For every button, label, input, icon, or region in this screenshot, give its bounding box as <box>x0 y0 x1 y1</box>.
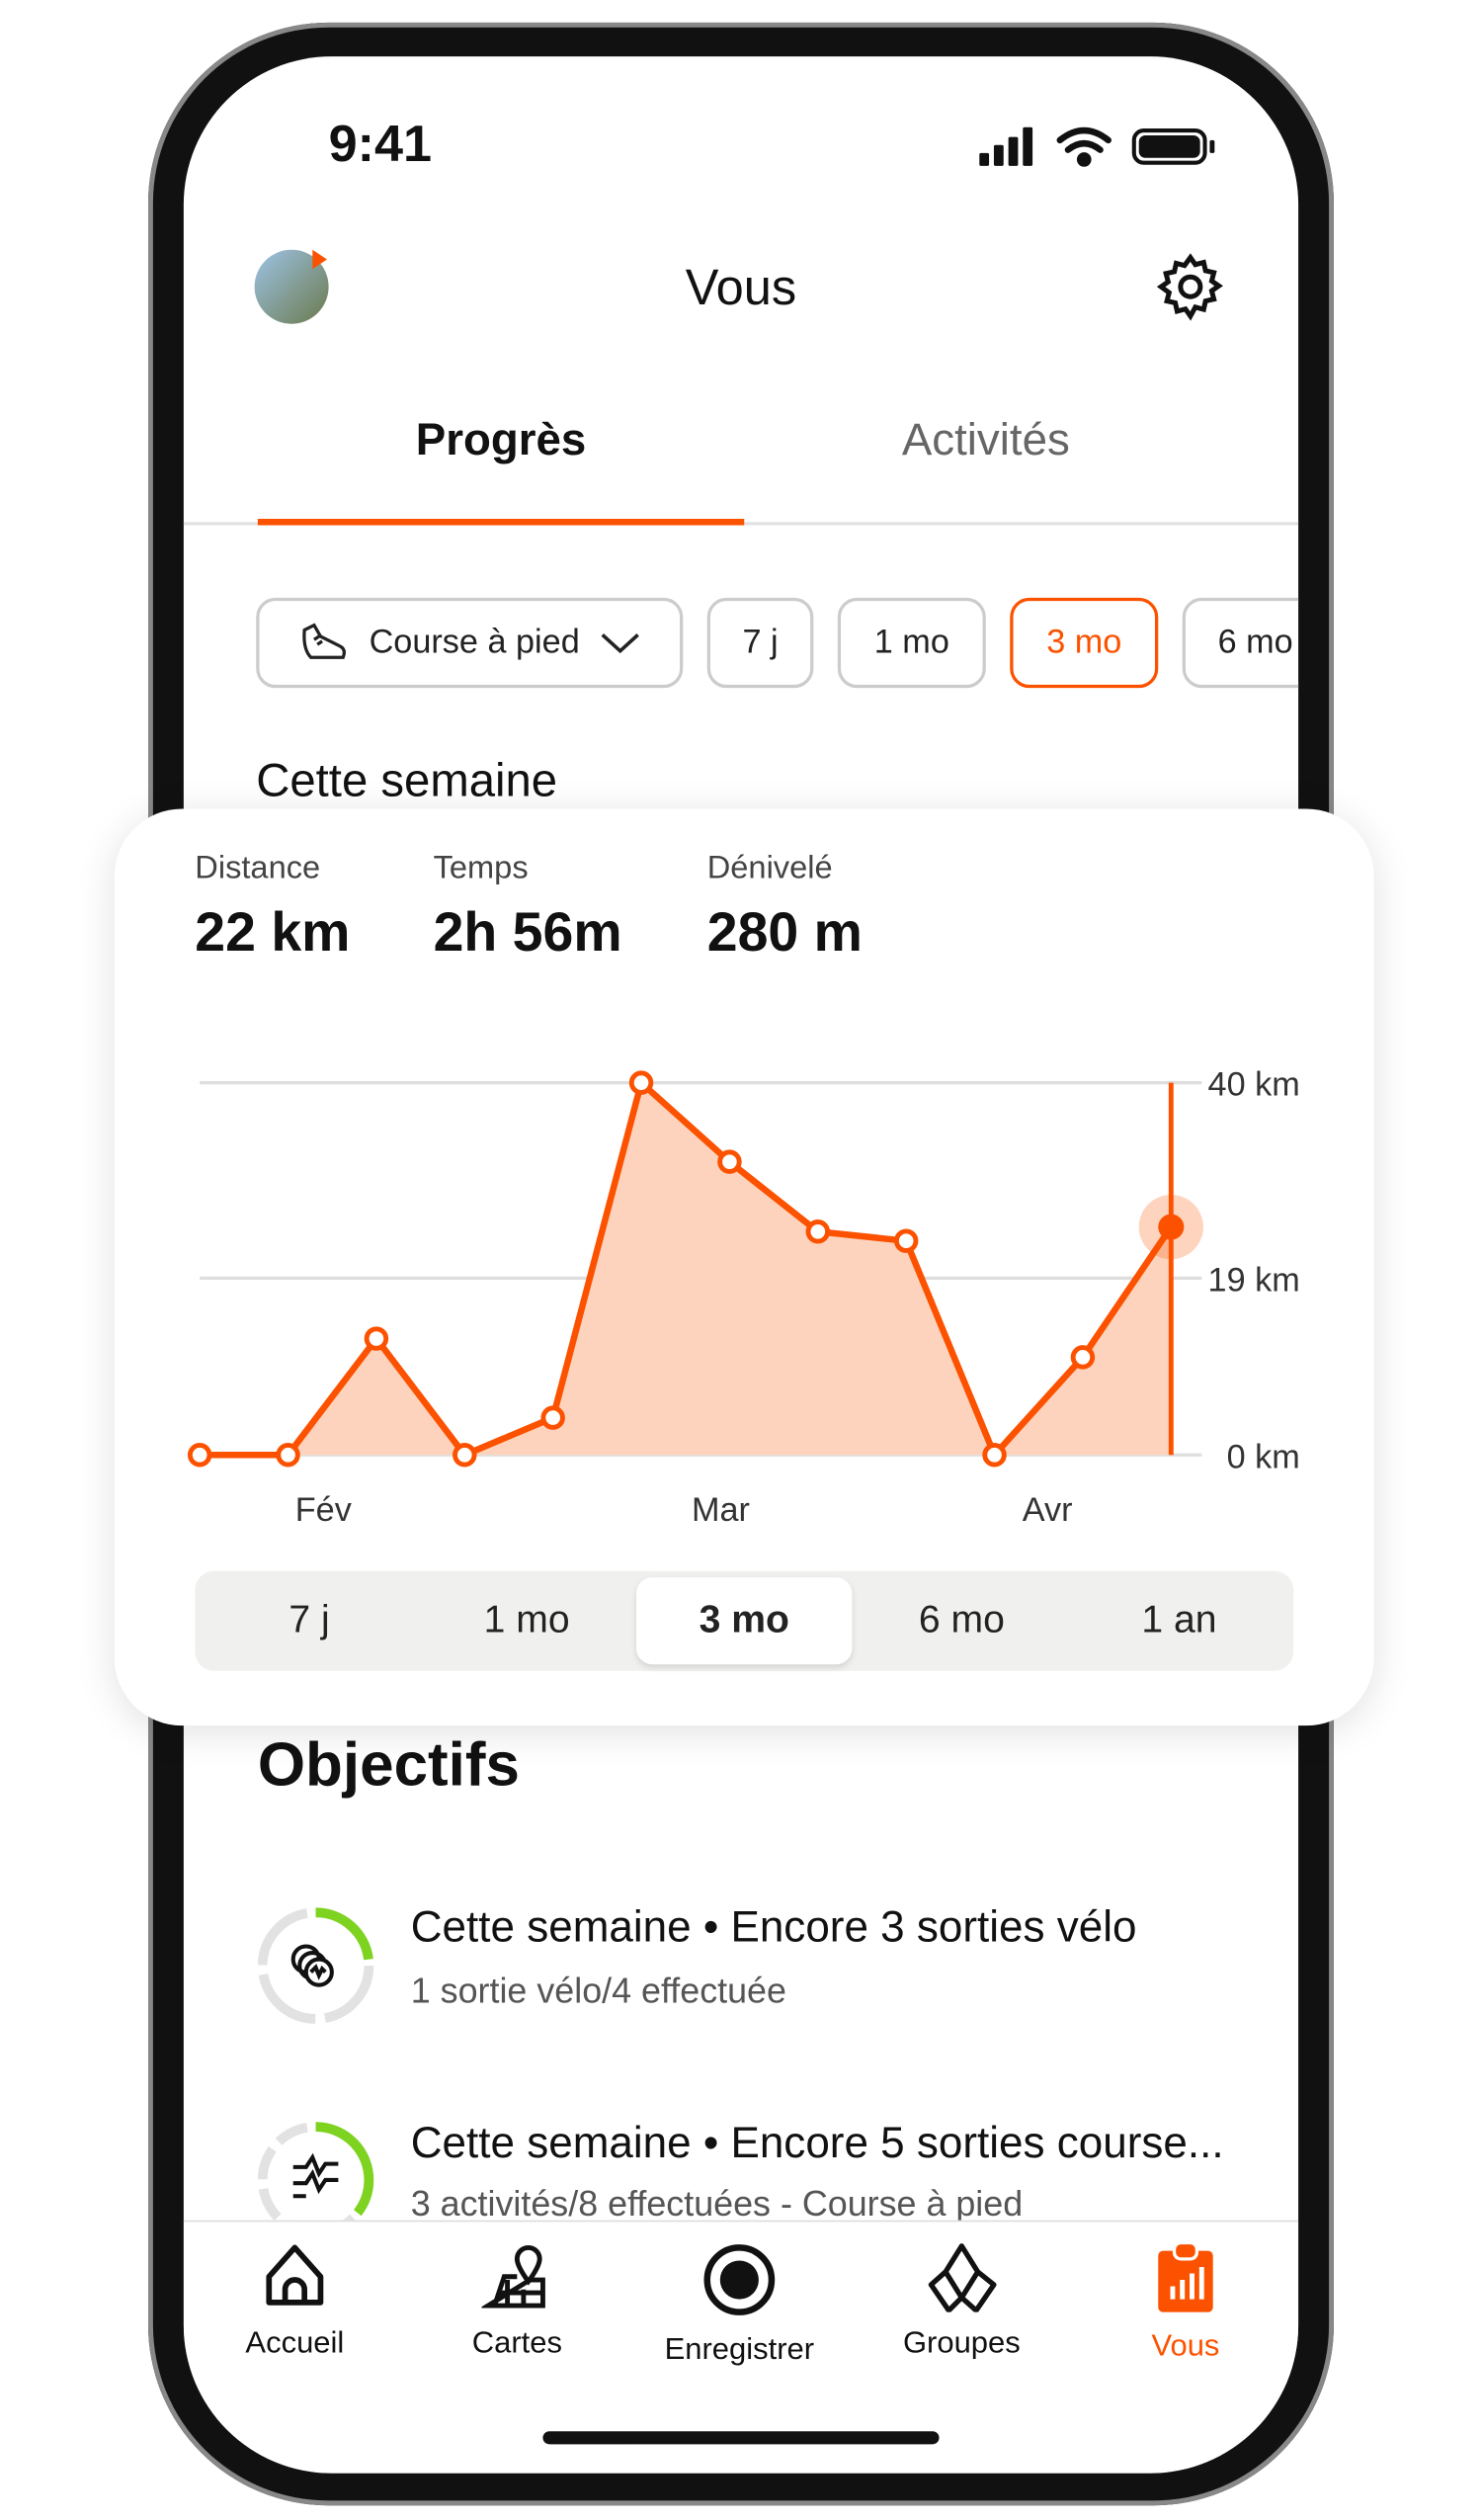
profile-stats-icon <box>1158 2240 1213 2312</box>
sport-dropdown[interactable]: Course à pied <box>256 597 684 689</box>
stat-elevation-label: Dénivelé <box>706 850 833 886</box>
nav-enregistrer[interactable]: Enregistrer <box>628 2241 851 2369</box>
groups-icon <box>928 2243 997 2313</box>
nav-label: Vous <box>1151 2329 1220 2364</box>
nav-label: Groupes <box>902 2326 1021 2361</box>
range-1mo[interactable]: 1 mo <box>483 1598 570 1642</box>
data-point <box>1070 1345 1096 1370</box>
y-tick-label: 0 km <box>1227 1438 1300 1475</box>
period-7j[interactable]: 7 j <box>706 597 814 689</box>
goal-2-subtitle: 3 activités/8 effectuées - Course à pied <box>410 2183 1024 2224</box>
stat-elevation-value: 280 m <box>706 902 863 964</box>
data-point <box>982 1443 1007 1468</box>
bottom-nav: Accueil Cartes Enregistrer Groupes Vous <box>183 2220 1299 2474</box>
week-title: Cette semaine <box>256 755 558 807</box>
sport-label: Course à pied <box>369 623 580 661</box>
goal-2-title[interactable]: Cette semaine • Encore 5 sorties course.… <box>410 2118 1224 2167</box>
nav-accueil[interactable]: Accueil <box>184 2241 406 2362</box>
period-6mo[interactable]: 6 mo <box>1182 597 1299 689</box>
x-tick-label: Mar <box>692 1491 750 1529</box>
stat-distance-label: Distance <box>195 850 321 886</box>
record-icon <box>703 2244 776 2315</box>
range-6mo[interactable]: 6 mo <box>918 1598 1005 1642</box>
nav-label: Enregistrer <box>664 2332 815 2368</box>
status-time: 9:41 <box>328 114 433 173</box>
nav-label: Cartes <box>471 2326 562 2361</box>
shoe-icon <box>302 623 347 659</box>
stat-time-label: Temps <box>433 850 529 886</box>
tab-indicator <box>257 518 745 526</box>
goal-1-title[interactable]: Cette semaine • Encore 3 sorties vélo <box>410 1902 1137 1952</box>
range-1an[interactable]: 1 an <box>1141 1598 1217 1642</box>
tab-progres[interactable]: Progrès <box>415 414 587 464</box>
data-point <box>717 1149 742 1174</box>
run-icon <box>292 2152 339 2199</box>
y-tick-label: 19 km <box>1208 1261 1300 1299</box>
range-3mo[interactable]: 3 mo <box>636 1577 853 1665</box>
page-title: Vous <box>685 259 797 316</box>
home-icon <box>266 2244 324 2306</box>
data-point <box>276 1443 300 1468</box>
weekly-stats-card: Distance 22 km Temps 2h 56m Dénivelé 280… <box>114 808 1374 1726</box>
distance-chart[interactable]: 40 km 19 km 0 km Fév Mar Avr <box>115 808 1374 1550</box>
data-point <box>453 1443 477 1468</box>
nav-label: Accueil <box>245 2326 345 2361</box>
data-point <box>540 1405 565 1430</box>
bike-shoe-icon <box>290 1944 334 1987</box>
signal-icon <box>979 126 1033 166</box>
goal-1-subtitle: 1 sortie vélo/4 effectuée <box>410 1970 786 2011</box>
data-point <box>628 1070 654 1095</box>
avatar-badge-icon <box>312 249 327 270</box>
tab-activites[interactable]: Activités <box>901 414 1070 464</box>
range-selector: 7 j 1 mo 3 mo 6 mo 1 an <box>195 1570 1294 1671</box>
chevron-down-icon <box>601 633 639 654</box>
nav-vous[interactable]: Vous <box>1074 2240 1296 2366</box>
data-point <box>893 1228 919 1253</box>
y-tick-label: 40 km <box>1208 1066 1300 1104</box>
series-line <box>200 1079 1174 1459</box>
data-point <box>805 1219 831 1244</box>
stat-distance-value: 22 km <box>195 902 351 964</box>
stat-time-value: 2h 56m <box>433 902 622 964</box>
period-3mo[interactable]: 3 mo <box>1010 597 1159 689</box>
status-icons <box>979 126 1215 167</box>
goals-title: Objectifs <box>257 1731 520 1801</box>
battery-icon <box>1131 128 1215 165</box>
range-7j[interactable]: 7 j <box>288 1598 330 1642</box>
data-point <box>187 1443 212 1468</box>
data-point <box>364 1326 389 1351</box>
map-icon <box>479 2244 545 2309</box>
nav-cartes[interactable]: Cartes <box>406 2241 628 2362</box>
nav-groupes[interactable]: Groupes <box>851 2241 1073 2362</box>
gear-icon[interactable] <box>1153 250 1227 324</box>
home-indicator <box>542 2431 940 2445</box>
x-tick-label: Avr <box>1023 1491 1073 1529</box>
area-fill <box>200 1082 1172 1456</box>
x-tick-label: Fév <box>295 1491 352 1529</box>
goal-ring-1 <box>257 1907 374 2024</box>
wifi-icon <box>1056 126 1112 167</box>
goal-ring-2 <box>257 2122 374 2238</box>
period-1mo[interactable]: 1 mo <box>837 597 986 689</box>
selected-point <box>1158 1214 1185 1240</box>
